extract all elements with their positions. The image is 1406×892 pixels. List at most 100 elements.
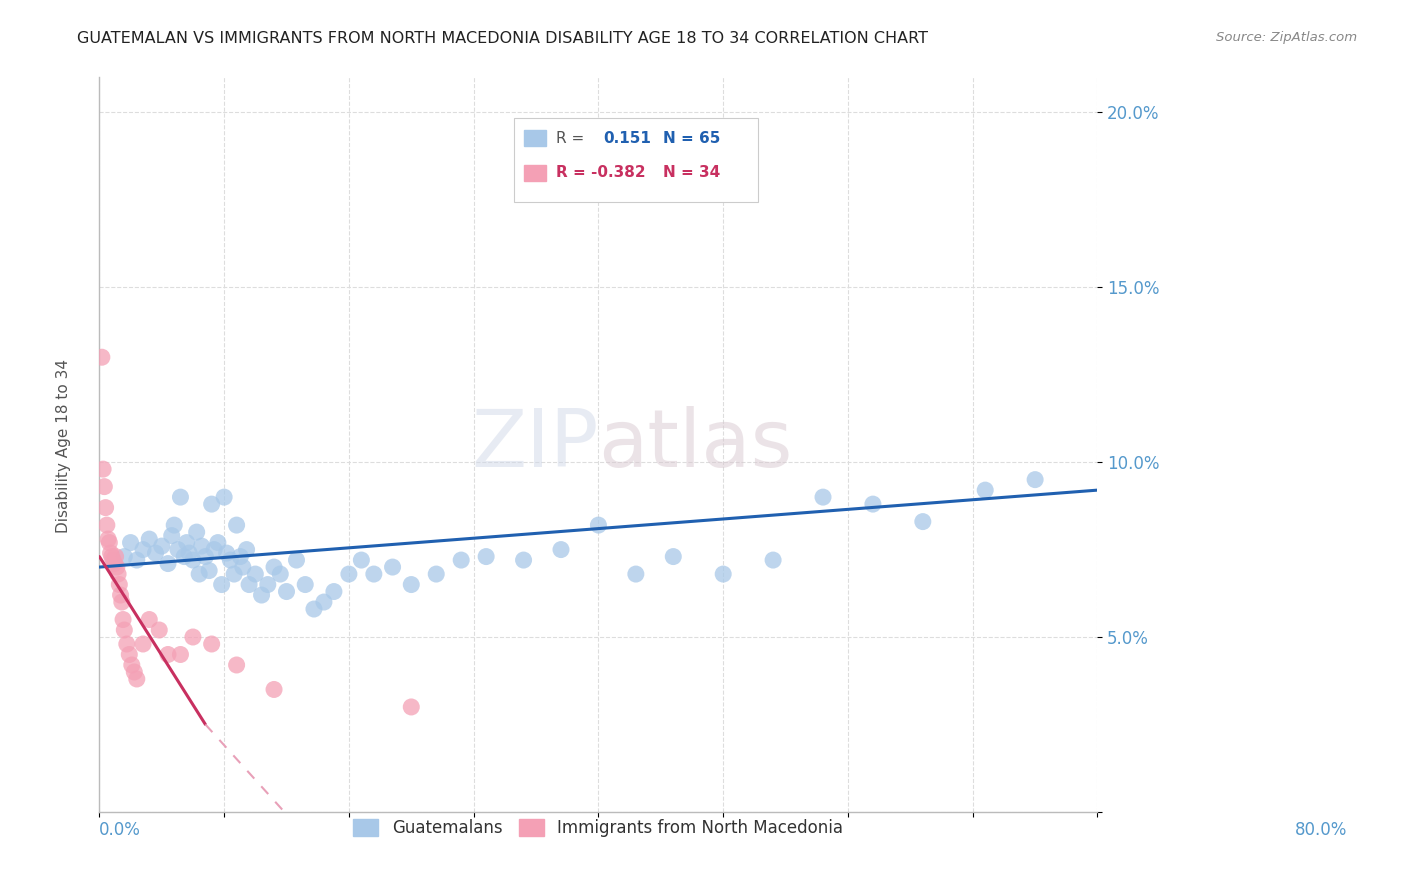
Text: 0.151: 0.151	[603, 131, 651, 146]
Immigrants from North Macedonia	[169, 648, 191, 662]
Guatemalans	[167, 542, 190, 557]
Immigrants from North Macedonia	[107, 567, 129, 582]
Immigrants from North Macedonia	[112, 613, 135, 627]
Immigrants from North Macedonia	[124, 665, 146, 679]
Immigrants from North Macedonia	[94, 500, 117, 515]
Guatemalans	[212, 490, 235, 504]
Immigrants from North Macedonia	[91, 462, 114, 476]
Guatemalans	[225, 518, 247, 533]
Guatemalans	[229, 549, 252, 564]
Guatemalans	[302, 602, 325, 616]
Guatemalans	[179, 546, 201, 560]
Immigrants from North Macedonia	[201, 637, 224, 651]
Guatemalans	[163, 518, 186, 533]
Guatemalans	[363, 567, 385, 582]
Guatemalans	[125, 553, 148, 567]
FancyBboxPatch shape	[513, 118, 758, 202]
Text: Source: ZipAtlas.com: Source: ZipAtlas.com	[1216, 31, 1357, 45]
Guatemalans	[173, 549, 195, 564]
Guatemalans	[150, 539, 173, 553]
Guatemalans	[112, 549, 135, 564]
Text: atlas: atlas	[599, 406, 793, 483]
Guatemalans	[138, 532, 160, 546]
Guatemalans	[132, 542, 155, 557]
Legend: Guatemalans, Immigrants from North Macedonia: Guatemalans, Immigrants from North Maced…	[347, 813, 851, 844]
Guatemalans	[219, 553, 242, 567]
Immigrants from North Macedonia	[101, 553, 124, 567]
Guatemalans	[215, 546, 238, 560]
Guatemalans	[263, 560, 285, 574]
Guatemalans	[401, 577, 423, 591]
Immigrants from North Macedonia	[93, 480, 115, 494]
Guatemalans	[276, 584, 298, 599]
Guatemalans	[322, 584, 344, 599]
Guatemalans	[245, 567, 267, 582]
Immigrants from North Macedonia	[181, 630, 204, 644]
Guatemalans	[156, 557, 179, 571]
Guatemalans	[160, 528, 183, 542]
Guatemalans	[285, 553, 308, 567]
Immigrants from North Macedonia	[105, 560, 128, 574]
Immigrants from North Macedonia	[111, 595, 134, 609]
Text: 80.0%: 80.0%	[1295, 821, 1347, 838]
Guatemalans	[186, 525, 208, 540]
Guatemalans	[250, 588, 273, 602]
Guatemalans	[762, 553, 785, 567]
Guatemalans	[202, 542, 225, 557]
Immigrants from North Macedonia	[401, 700, 423, 714]
Guatemalans	[145, 546, 167, 560]
Immigrants from North Macedonia	[108, 577, 131, 591]
Bar	[523, 130, 546, 146]
Guatemalans	[294, 577, 316, 591]
Immigrants from North Macedonia	[90, 350, 112, 364]
Guatemalans	[211, 577, 233, 591]
Guatemalans	[475, 549, 498, 564]
Immigrants from North Macedonia	[132, 637, 155, 651]
Text: Disability Age 18 to 34: Disability Age 18 to 34	[56, 359, 70, 533]
Immigrants from North Macedonia	[98, 535, 121, 549]
Guatemalans	[181, 553, 204, 567]
Text: R = -0.382: R = -0.382	[555, 165, 645, 180]
Immigrants from North Macedonia	[103, 557, 125, 571]
Guatemalans	[588, 518, 610, 533]
Immigrants from North Macedonia	[97, 532, 120, 546]
Guatemalans	[337, 567, 360, 582]
Immigrants from North Macedonia	[112, 623, 135, 637]
Guatemalans	[207, 535, 229, 549]
Guatemalans	[624, 567, 647, 582]
Immigrants from North Macedonia	[125, 672, 148, 686]
Immigrants from North Macedonia	[138, 613, 160, 627]
Guatemalans	[235, 542, 257, 557]
Guatemalans	[381, 560, 404, 574]
Guatemalans	[198, 564, 221, 578]
Guatemalans	[811, 490, 834, 504]
Guatemalans	[269, 567, 291, 582]
Guatemalans	[662, 549, 685, 564]
Guatemalans	[176, 535, 198, 549]
Guatemalans	[974, 483, 997, 497]
Guatemalans	[190, 539, 212, 553]
Immigrants from North Macedonia	[118, 648, 141, 662]
Text: 0.0%: 0.0%	[100, 821, 141, 838]
Immigrants from North Macedonia	[225, 658, 247, 673]
Bar	[523, 165, 546, 181]
Immigrants from North Macedonia	[96, 518, 118, 533]
Immigrants from North Macedonia	[121, 658, 143, 673]
Immigrants from North Macedonia	[110, 588, 132, 602]
Immigrants from North Macedonia	[156, 648, 179, 662]
Immigrants from North Macedonia	[148, 623, 170, 637]
Guatemalans	[1024, 473, 1046, 487]
Guatemalans	[425, 567, 447, 582]
Guatemalans	[256, 577, 278, 591]
Text: ZIP: ZIP	[471, 406, 599, 483]
Guatemalans	[312, 595, 335, 609]
Guatemalans	[911, 515, 934, 529]
Immigrants from North Macedonia	[101, 549, 124, 564]
Guatemalans	[238, 577, 260, 591]
Immigrants from North Macedonia	[100, 546, 122, 560]
Guatemalans	[550, 542, 572, 557]
Guatemalans	[232, 560, 254, 574]
Text: N = 34: N = 34	[664, 165, 720, 180]
Guatemalans	[224, 567, 246, 582]
Guatemalans	[512, 553, 534, 567]
